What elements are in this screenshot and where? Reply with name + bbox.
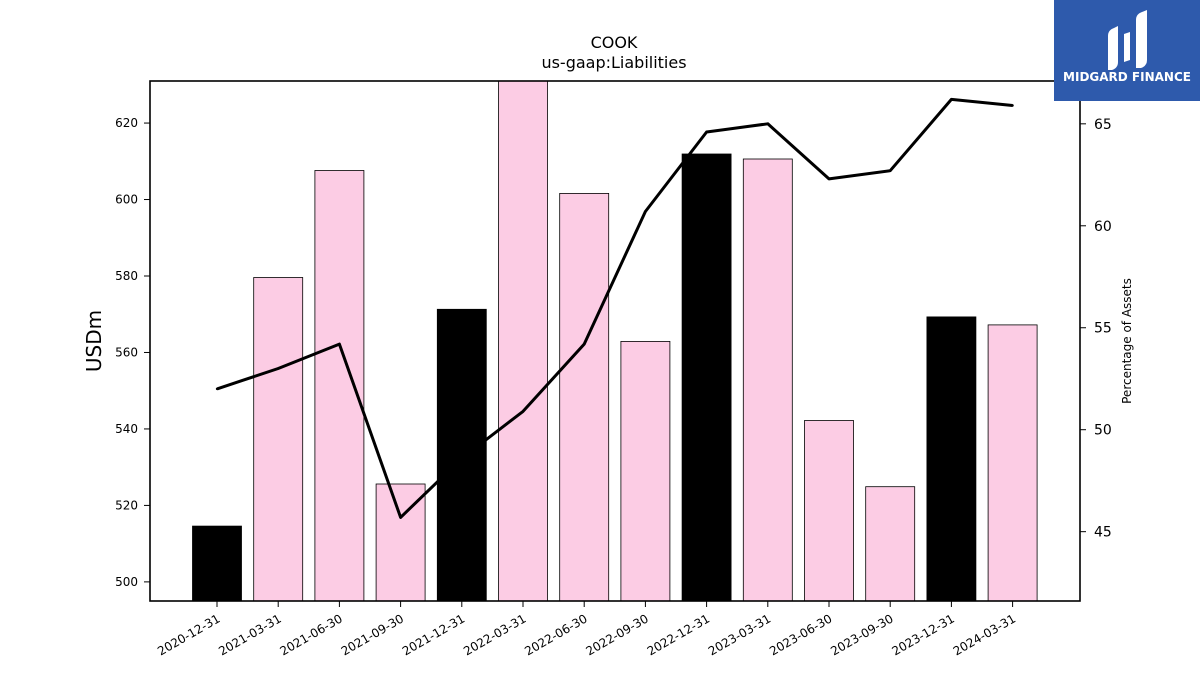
y-tick-label-right-50: 50 bbox=[1094, 423, 1112, 439]
midgard-finance-logo: MIDGARD FINANCE bbox=[1054, 0, 1200, 101]
bar-2020-12-31 bbox=[192, 525, 242, 602]
y-tick-label-right-55: 55 bbox=[1094, 321, 1112, 337]
y-tick-label-left-500: 500 bbox=[115, 575, 138, 589]
x-tick-label-2020-12-31: 2020-12-31 bbox=[155, 611, 222, 658]
logo-mark-icon bbox=[1108, 10, 1147, 70]
y-tick-label-right-60: 60 bbox=[1094, 219, 1112, 235]
y-axis-right: 45 50 55 60 65 bbox=[1080, 117, 1112, 541]
x-tick-label-2023-12-31: 2023-12-31 bbox=[889, 611, 956, 658]
bar-2023-03-31 bbox=[742, 158, 793, 602]
x-tick-label-2023-03-31: 2023-03-31 bbox=[706, 611, 773, 658]
x-tick-label-2022-09-30: 2022-09-30 bbox=[583, 611, 650, 658]
line-point-2022-09-30 bbox=[644, 210, 647, 213]
line-point-2020-12-31 bbox=[215, 387, 219, 391]
x-tick-label-2022-06-30: 2022-06-30 bbox=[522, 611, 589, 658]
bar-2021-12-31 bbox=[436, 308, 487, 602]
bar-2022-12-31 bbox=[681, 153, 732, 602]
x-tick-label-2022-03-31: 2022-03-31 bbox=[461, 611, 528, 658]
line-point-2021-03-31 bbox=[277, 367, 280, 370]
y-axis-label-right: Percentage of Assets bbox=[1120, 278, 1134, 404]
y-tick-label-right-65: 65 bbox=[1094, 117, 1112, 133]
x-axis: 2020-12-312021-03-312021-06-302021-09-30… bbox=[155, 601, 1018, 658]
bars-layer bbox=[192, 80, 1038, 602]
line-layer bbox=[215, 97, 1014, 519]
line-point-2022-12-31 bbox=[705, 130, 708, 134]
line-point-2023-03-31 bbox=[766, 122, 769, 126]
logo-text: MIDGARD FINANCE bbox=[1063, 70, 1191, 84]
line-point-2023-06-30 bbox=[827, 177, 831, 181]
y-tick-label-left-600: 600 bbox=[115, 193, 138, 207]
x-tick-label-2022-12-31: 2022-12-31 bbox=[645, 611, 712, 658]
bar-2024-03-31 bbox=[987, 324, 1038, 602]
chart-subtitle: us-gaap:Liabilities bbox=[541, 53, 686, 72]
y-tick-label-left-520: 520 bbox=[115, 498, 138, 512]
x-tick-label-2021-09-30: 2021-09-30 bbox=[339, 611, 406, 658]
x-tick-label-2021-12-31: 2021-12-31 bbox=[400, 611, 467, 658]
line-point-2022-03-31 bbox=[521, 410, 525, 413]
bar-2023-09-30 bbox=[865, 486, 916, 602]
bar-2022-09-30 bbox=[620, 340, 671, 602]
line-point-2024-03-31 bbox=[1011, 104, 1014, 107]
line-point-2023-12-31 bbox=[950, 98, 953, 101]
bar-2023-06-30 bbox=[804, 420, 854, 602]
line-point-2022-06-30 bbox=[583, 342, 586, 346]
plot-frame bbox=[149, 80, 1081, 602]
y-tick-label-right-45: 45 bbox=[1094, 525, 1112, 541]
x-tick-label-2024-03-31: 2024-03-31 bbox=[951, 611, 1018, 658]
chart-title: COOK bbox=[591, 33, 638, 52]
y-tick-label-left-540: 540 bbox=[115, 422, 138, 436]
y-tick-label-left-580: 580 bbox=[115, 269, 138, 283]
line-point-2021-12-31 bbox=[460, 457, 463, 460]
line-point-2021-06-30 bbox=[338, 342, 341, 346]
y-axis-label-left: USDm bbox=[82, 310, 106, 372]
bar-2022-06-30 bbox=[559, 192, 610, 602]
y-axis-left: 500 520 540 560 580 600 620 bbox=[115, 116, 150, 589]
bar-2022-03-31 bbox=[498, 80, 548, 602]
bar-2021-06-30 bbox=[314, 170, 365, 602]
percentage-line bbox=[216, 97, 1013, 519]
y-tick-label-left-620: 620 bbox=[115, 116, 138, 130]
line-point-2023-09-30 bbox=[889, 169, 892, 172]
x-tick-label-2023-06-30: 2023-06-30 bbox=[767, 611, 834, 658]
x-tick-label-2021-06-30: 2021-06-30 bbox=[277, 611, 344, 658]
x-tick-label-2023-09-30: 2023-09-30 bbox=[828, 611, 895, 658]
bar-2021-03-31 bbox=[253, 277, 304, 602]
line-point-2021-09-30 bbox=[399, 516, 402, 519]
x-tick-label-2021-03-31: 2021-03-31 bbox=[216, 611, 283, 658]
bar-2023-12-31 bbox=[926, 316, 977, 602]
y-tick-label-left-560: 560 bbox=[115, 345, 138, 359]
